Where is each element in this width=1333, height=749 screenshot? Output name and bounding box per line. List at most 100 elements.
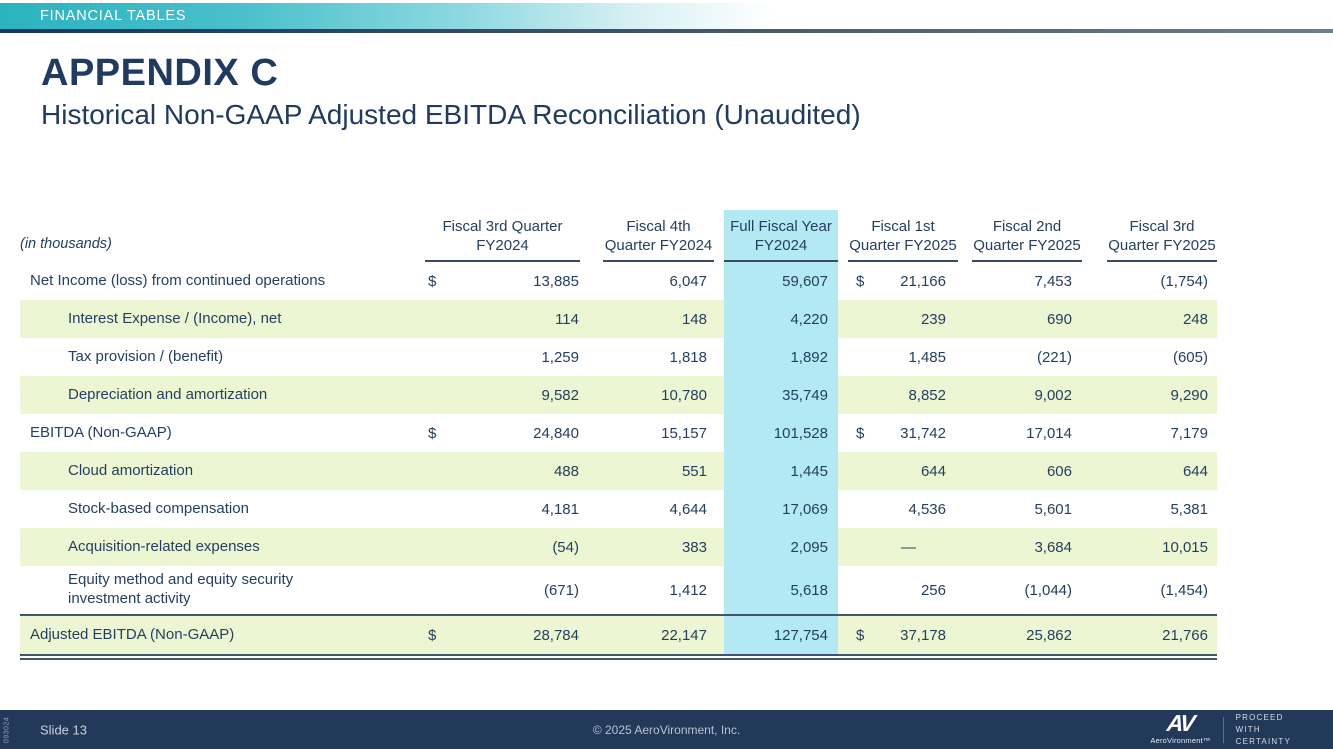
table-row: Net Income (loss) from continued operati… [20, 262, 1217, 300]
cell-value: 24,840 [533, 424, 579, 442]
value-cell: 22,147 [603, 616, 714, 654]
table-row: Depreciation and amortization 9,582 10,780… [20, 376, 1217, 414]
dollar-sign: $ [856, 626, 865, 644]
cell-value: (605) [1172, 348, 1208, 366]
cell-value: 17,014 [1026, 424, 1072, 442]
value-cell: 1,485 [848, 338, 958, 376]
cell-value: 21,766 [1162, 626, 1208, 644]
value-cell: 15,157 [603, 414, 714, 452]
row-label: Adjusted EBITDA (Non-GAAP) [30, 625, 235, 643]
value-cell: — [848, 528, 958, 566]
value-cell: (1,454) [1107, 566, 1217, 614]
cell-value: 2,095 [790, 538, 828, 556]
dollar-sign: $ [428, 272, 437, 290]
cell-value: 256 [920, 581, 946, 599]
value-cell: 9,582 [425, 376, 580, 414]
column-header-line: Quarter FY2024 [604, 236, 713, 254]
unit-note: (in thousands) [20, 236, 112, 252]
dollar-sign: $ [856, 272, 865, 290]
value-cell: 606 [972, 452, 1082, 490]
cell-value: (1,754) [1160, 272, 1208, 290]
cell-value: 3,684 [1034, 538, 1072, 556]
column-header-line: Fiscal 3rd [1129, 217, 1195, 235]
cell-value: 690 [1046, 310, 1072, 328]
value-cell: 1,259 [425, 338, 580, 376]
value-cell: 644 [1107, 452, 1217, 490]
tagline-line: WITH [1235, 724, 1261, 734]
value-cell: $24,840 [425, 414, 580, 452]
aerovironment-wordmark: AeroVironment™ [1150, 735, 1211, 745]
column-header: Fiscal 3rd Quarter FY2024 [425, 210, 580, 262]
table-bottom-rule [20, 656, 1217, 660]
cell-value: 4,536 [908, 500, 946, 518]
value-cell: 9,290 [1107, 376, 1217, 414]
table-row: Stock-based compensation 4,181 4,644 17,069… [20, 490, 1217, 528]
cell-value: (671) [543, 581, 579, 599]
row-label: Interest Expense / (Income), net [68, 309, 282, 327]
value-cell: 10,015 [1107, 528, 1217, 566]
value-cell: $21,166 [848, 262, 958, 300]
row-label: Acquisition-related expenses [68, 537, 260, 555]
cell-value: 4,181 [541, 500, 579, 518]
cell-value: (1,454) [1160, 581, 1208, 599]
cell-value: 15,157 [661, 424, 707, 442]
column-header-line: Quarter FY2025 [1108, 236, 1216, 254]
cell-value: 644 [1182, 462, 1208, 480]
column-header: Fiscal 4th Quarter FY2024 [603, 210, 714, 262]
cell-value: 1,412 [669, 581, 707, 599]
cell-value: 5,618 [790, 581, 828, 599]
cell-value: 4,644 [669, 500, 707, 518]
value-cell: 7,179 [1107, 414, 1217, 452]
table-row: Cloud amortization 488 551 1,445 644 606 644 [20, 452, 1217, 490]
tagline-line: CERTAINTY [1235, 736, 1291, 746]
value-cell: 25,862 [972, 616, 1082, 654]
dollar-sign: $ [856, 424, 865, 442]
value-cell: 248 [1107, 300, 1217, 338]
cell-value: 31,742 [900, 424, 946, 442]
cell-value: 1,259 [541, 348, 579, 366]
value-cell: $28,784 [425, 616, 580, 654]
footer-side-code: 093024 [3, 716, 11, 743]
cell-value: 13,885 [533, 272, 579, 290]
cell-value: 551 [681, 462, 707, 480]
av-logo-icon: AV [1166, 710, 1196, 737]
table-row: Acquisition-related expenses (54) 383 2,095… [20, 528, 1217, 566]
cell-value: (1,044) [1024, 581, 1072, 599]
value-cell: 551 [603, 452, 714, 490]
cell-value: 114 [555, 310, 579, 328]
value-cell: $37,178 [848, 616, 958, 654]
cell-value: 17,069 [782, 500, 828, 518]
cell-value: 9,002 [1034, 386, 1072, 404]
column-header-line: FY2024 [754, 236, 808, 254]
column-header-line: Fiscal 1st [871, 217, 935, 235]
table-row: Equity method and equity security invest… [20, 566, 1217, 614]
page-subtitle: Historical Non-GAAP Adjusted EBITDA Reco… [41, 99, 861, 130]
value-cell: 17,069 [724, 490, 838, 528]
value-cell: 148 [603, 300, 714, 338]
cell-value: (54) [552, 538, 579, 556]
value-cell: 644 [848, 452, 958, 490]
value-cell: 256 [848, 566, 958, 614]
page-title: APPENDIX C [41, 52, 279, 94]
value-cell: 4,644 [603, 490, 714, 528]
aerovironment-logo: AV AeroVironment™ [1150, 710, 1211, 745]
footer-vertical-divider [1222, 716, 1224, 743]
value-cell: 1,818 [603, 338, 714, 376]
financial-table: (in thousands) Fiscal 3rd Quarter FY2024 Fi… [20, 210, 1217, 660]
cell-value: 5,601 [1034, 500, 1072, 518]
section-banner: FINANCIAL TABLES [0, 3, 1333, 29]
cell-value: 35,749 [782, 386, 828, 404]
value-cell: (605) [1107, 338, 1217, 376]
column-header-line: Fiscal 4th [626, 217, 691, 235]
cell-value: 25,862 [1026, 626, 1072, 644]
value-cell: 6,047 [603, 262, 714, 300]
column-header-line: Quarter FY2025 [849, 236, 957, 254]
value-cell: 383 [603, 528, 714, 566]
cell-value: 383 [681, 538, 707, 556]
dollar-sign: $ [428, 626, 437, 644]
cell-value: 10,015 [1162, 538, 1208, 556]
row-label: Cloud amortization [68, 461, 194, 479]
row-label: Net Income (loss) from continued operati… [30, 271, 326, 289]
column-header-line: Fiscal 2nd [992, 217, 1062, 235]
value-cell: 9,002 [972, 376, 1082, 414]
